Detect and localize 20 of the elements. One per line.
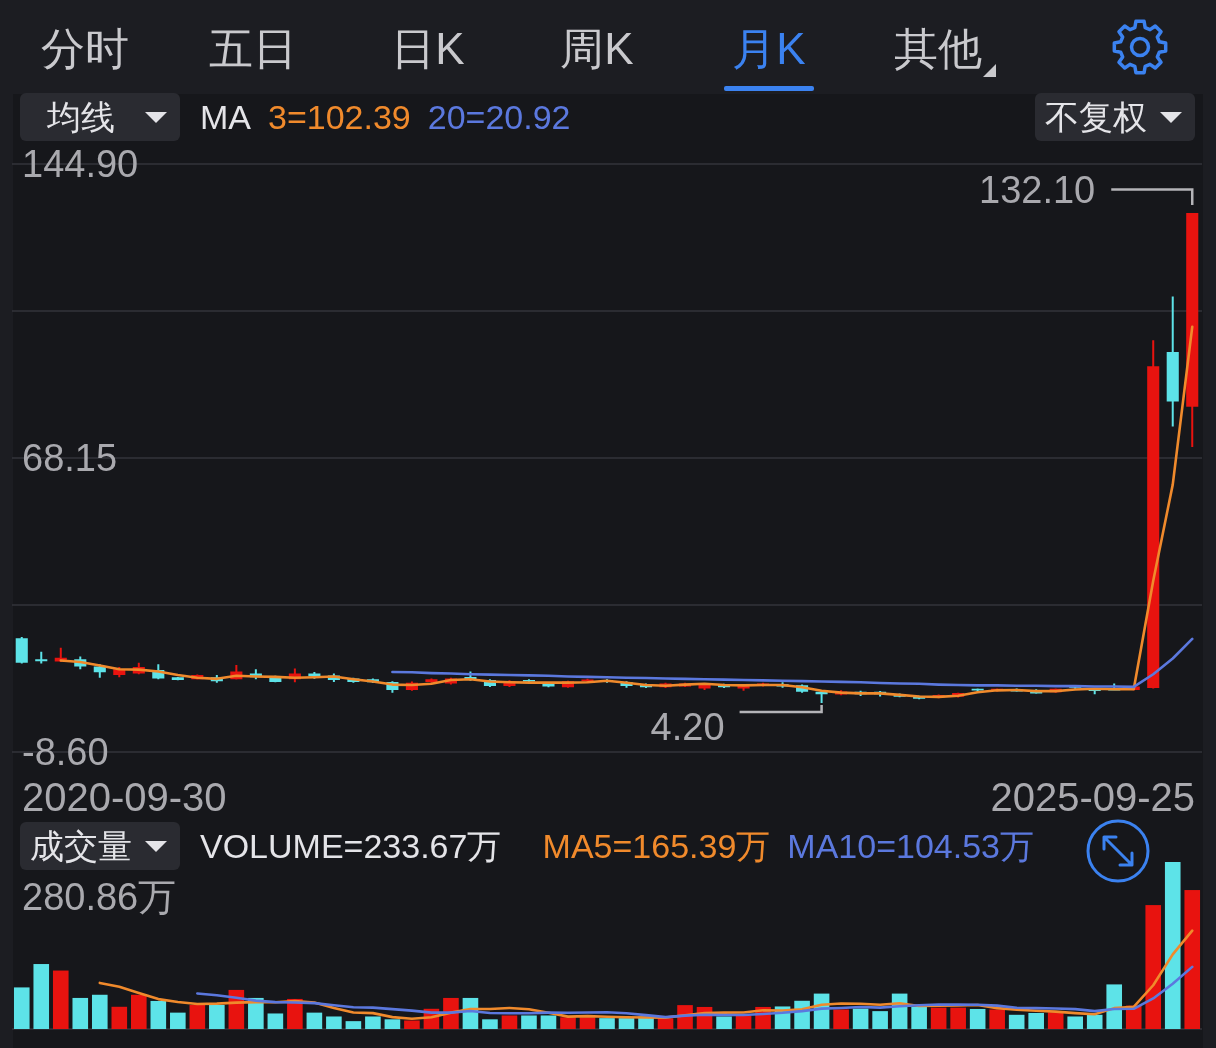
y-tick-label: 68.15 xyxy=(22,437,118,479)
tab-label: 月K xyxy=(732,23,806,73)
legend: MA5=165.39万 MA10=104.53万 xyxy=(542,827,1034,865)
annotation: 132.10 xyxy=(979,168,1096,211)
indicator-label: VOLUME=233.67万 xyxy=(200,827,502,865)
dropdown-label: 不复权 xyxy=(1045,98,1147,136)
tab-label: 五日 xyxy=(209,23,297,73)
annotation: 280.86万 xyxy=(22,876,177,918)
tab-label: 分时 xyxy=(41,23,129,73)
tab-label: 日K xyxy=(391,23,465,73)
annotation: 2020-09-30 xyxy=(22,775,227,819)
tab-label: 周K xyxy=(560,23,634,73)
y-tick-label: 144.90 xyxy=(22,143,139,185)
dropdown-label: 成交量 xyxy=(30,827,132,865)
legend: MA 3=102.39 20=20.92 xyxy=(200,98,571,136)
tab-label: 其他 xyxy=(894,23,982,73)
y-tick-label: -8.60 xyxy=(22,731,109,773)
dropdown-label: 均线 xyxy=(47,98,115,136)
annotation: 4.20 xyxy=(650,705,725,748)
annotation: 2025-09-25 xyxy=(990,775,1195,819)
